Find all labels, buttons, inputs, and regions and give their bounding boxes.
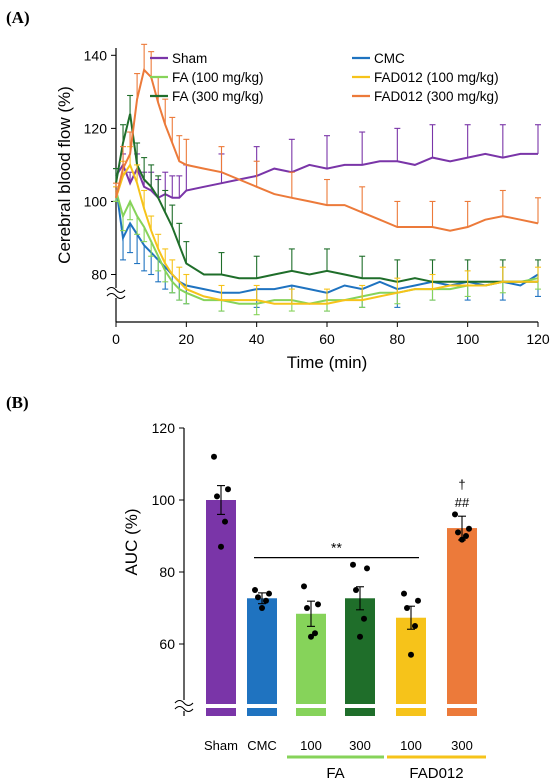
bar-break-gap: [344, 704, 376, 708]
bar: [345, 598, 375, 716]
bar-break-gap: [446, 704, 478, 708]
group-label: FA: [326, 765, 344, 782]
data-point: [263, 597, 269, 604]
significance-mark: **: [331, 540, 342, 556]
legend-label: Sham: [172, 51, 207, 66]
series-4: [113, 146, 541, 305]
bar: [447, 528, 477, 716]
bar-break-gap: [295, 704, 327, 708]
series-line: [115, 162, 538, 305]
category-label: 100: [300, 738, 322, 753]
legend-label: FAD012 (300 mg/kg): [374, 89, 499, 104]
data-point: [312, 630, 318, 637]
data-point: [361, 615, 367, 622]
data-point: [408, 651, 414, 658]
data-point: [266, 590, 272, 597]
category-label: CMC: [247, 738, 277, 753]
data-point: [404, 605, 410, 611]
bar-break-gap: [205, 704, 237, 708]
bar: [247, 598, 277, 716]
data-point: [463, 533, 469, 539]
x-axis-label: Time (min): [287, 353, 368, 372]
x-tick-label: 120: [526, 331, 550, 347]
data-point: [364, 565, 370, 572]
significance-mark: †: [458, 477, 465, 492]
y-tick-label: 80: [159, 564, 175, 580]
bar: [206, 500, 236, 716]
data-point: [211, 453, 217, 460]
data-point: [259, 605, 265, 611]
data-point: [455, 529, 461, 536]
data-point: [214, 493, 220, 500]
data-point: [315, 601, 321, 608]
data-point: [353, 587, 359, 593]
y-tick-label: 80: [91, 267, 107, 283]
legend-label: FA (300 mg/kg): [172, 89, 264, 104]
data-point: [350, 561, 356, 568]
data-point: [401, 590, 407, 597]
data-point: [255, 594, 261, 601]
bar: [296, 613, 326, 716]
y-axis-label: Cerebral blood flow (%): [55, 86, 74, 264]
y-tick-label: 100: [84, 193, 108, 209]
axis-break-mark: [174, 699, 194, 713]
data-point: [357, 633, 363, 640]
y-tick-label: 140: [84, 47, 108, 63]
bar: [396, 617, 426, 716]
data-point: [218, 543, 224, 550]
x-tick-label: 60: [319, 331, 335, 347]
data-point: [225, 486, 231, 493]
bar-chart: 60 80 100 120 AUC (%) Sham CMC 100 300 100 300 FA FA…: [122, 420, 486, 782]
x-tick-label: 80: [390, 331, 406, 347]
data-point: [415, 597, 421, 604]
axis-break-mark: [106, 286, 126, 300]
legend-label: CMC: [374, 51, 405, 66]
y-tick-label: 120: [84, 120, 108, 136]
data-point: [466, 525, 472, 532]
data-point: [308, 633, 314, 640]
legend-label: FA (100 mg/kg): [172, 70, 264, 85]
data-point: [304, 605, 310, 611]
x-tick-label: 100: [456, 331, 480, 347]
data-point: [459, 536, 465, 543]
data-point: [252, 587, 258, 593]
y-axis-label: AUC (%): [122, 508, 141, 575]
data-point: [301, 583, 307, 590]
bar-break-gap: [246, 704, 278, 708]
x-tick-label: 20: [179, 331, 195, 347]
category-label: 100: [400, 738, 422, 753]
group-label: FAD012: [409, 765, 463, 782]
data-point: [412, 623, 418, 629]
x-tick-label: 40: [249, 331, 265, 347]
category-label: Sham: [204, 738, 238, 753]
line-chart: 80 100 120 140 0 20 40 60 80 100 120 Time (min) Cere…: [55, 43, 550, 372]
series-line: [115, 152, 538, 200]
panel-b-label: (B): [6, 393, 29, 412]
y-tick-label: 100: [152, 492, 176, 508]
category-label: 300: [349, 738, 371, 753]
panel-a-label: (A): [6, 8, 30, 27]
bar-break-gap: [395, 704, 427, 708]
significance-mark: ##: [455, 495, 470, 510]
data-point: [452, 511, 458, 518]
legend-label: FAD012 (100 mg/kg): [374, 70, 499, 85]
x-tick-label: 0: [112, 331, 120, 347]
series-3: [113, 94, 541, 283]
category-label: 300: [451, 738, 473, 753]
series-line: [115, 190, 539, 305]
series-line: [115, 113, 538, 283]
y-tick-label: 60: [159, 636, 175, 652]
data-point: [222, 518, 228, 525]
y-tick-label: 120: [152, 420, 176, 436]
